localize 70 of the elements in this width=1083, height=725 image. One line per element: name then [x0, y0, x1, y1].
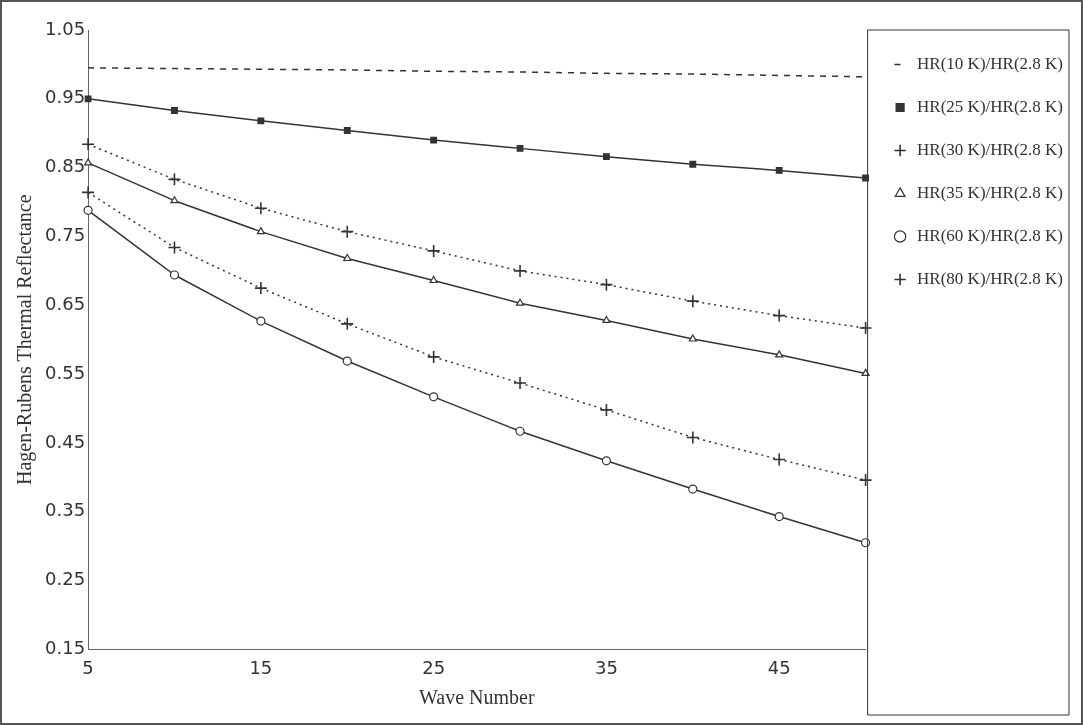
legend-label: HR(10 K)/HR(2.8 K)	[917, 53, 1063, 73]
x-tick-label: 35	[594, 656, 618, 678]
point	[603, 153, 610, 161]
point	[167, 172, 182, 187]
point	[81, 185, 95, 200]
point	[515, 426, 525, 436]
point	[515, 298, 525, 306]
point	[430, 136, 438, 144]
point	[167, 240, 182, 255]
x-tick-label: 45	[767, 656, 791, 678]
point	[689, 160, 697, 168]
point	[688, 334, 697, 342]
point	[171, 107, 178, 114]
point	[602, 315, 611, 324]
point	[858, 321, 873, 335]
point	[343, 253, 352, 262]
legend-label: HR(30 K)/HR(2.8 K)	[917, 139, 1063, 159]
point	[772, 308, 787, 323]
point	[686, 294, 700, 308]
point	[513, 264, 527, 278]
point	[601, 456, 612, 466]
point	[169, 270, 180, 280]
y-tick-label: 1.05	[45, 17, 86, 39]
y-tick-label: 0.65	[45, 292, 86, 314]
point	[775, 166, 783, 174]
y-tick-label: 0.45	[45, 430, 86, 452]
point	[256, 316, 266, 326]
point	[429, 275, 438, 284]
point	[599, 277, 614, 292]
point	[340, 224, 355, 239]
y-tick-label: 0.85	[45, 155, 86, 177]
y-tick-label: 0.95	[45, 86, 86, 108]
point	[772, 452, 787, 467]
x-tick-label: 5	[82, 656, 94, 678]
point	[254, 201, 268, 216]
legend-label: HR(60 K)/HR(2.8 K)	[917, 225, 1063, 245]
point	[774, 511, 784, 522]
point	[257, 117, 265, 125]
legend-label: HR(25 K)/HR(2.8 K)	[917, 96, 1063, 116]
legend-label: HR(80 K)/HR(2.8 K)	[917, 268, 1063, 288]
point	[775, 350, 784, 358]
x-tick-label: 25	[422, 656, 446, 678]
y-axis-title: Hagen-Rubens Thermal Reflectance	[13, 194, 37, 486]
y-tick-label: 0.25	[45, 568, 86, 590]
point	[342, 356, 352, 366]
x-axis-title: Wave Number	[419, 686, 535, 709]
point	[426, 244, 441, 258]
x-tick-label: 15	[249, 656, 273, 678]
y-tick-label: 0.75	[45, 224, 86, 246]
point	[516, 144, 524, 152]
point	[513, 376, 527, 390]
point	[254, 281, 268, 295]
point	[688, 484, 698, 494]
point	[170, 196, 179, 204]
point	[599, 403, 614, 417]
point	[343, 127, 351, 134]
point	[256, 227, 265, 235]
y-tick-label: 0.35	[45, 499, 86, 521]
point	[862, 174, 870, 182]
point	[686, 430, 700, 445]
point	[426, 350, 441, 364]
point	[84, 95, 92, 103]
legend-label: HR(35 K)/HR(2.8 K)	[917, 182, 1063, 202]
point	[858, 473, 873, 487]
point	[429, 392, 439, 402]
y-tick-label: 0.55	[45, 361, 86, 383]
point	[81, 137, 95, 152]
point	[340, 317, 355, 331]
y-tick-label: 0.15	[45, 637, 86, 659]
point	[83, 205, 93, 215]
